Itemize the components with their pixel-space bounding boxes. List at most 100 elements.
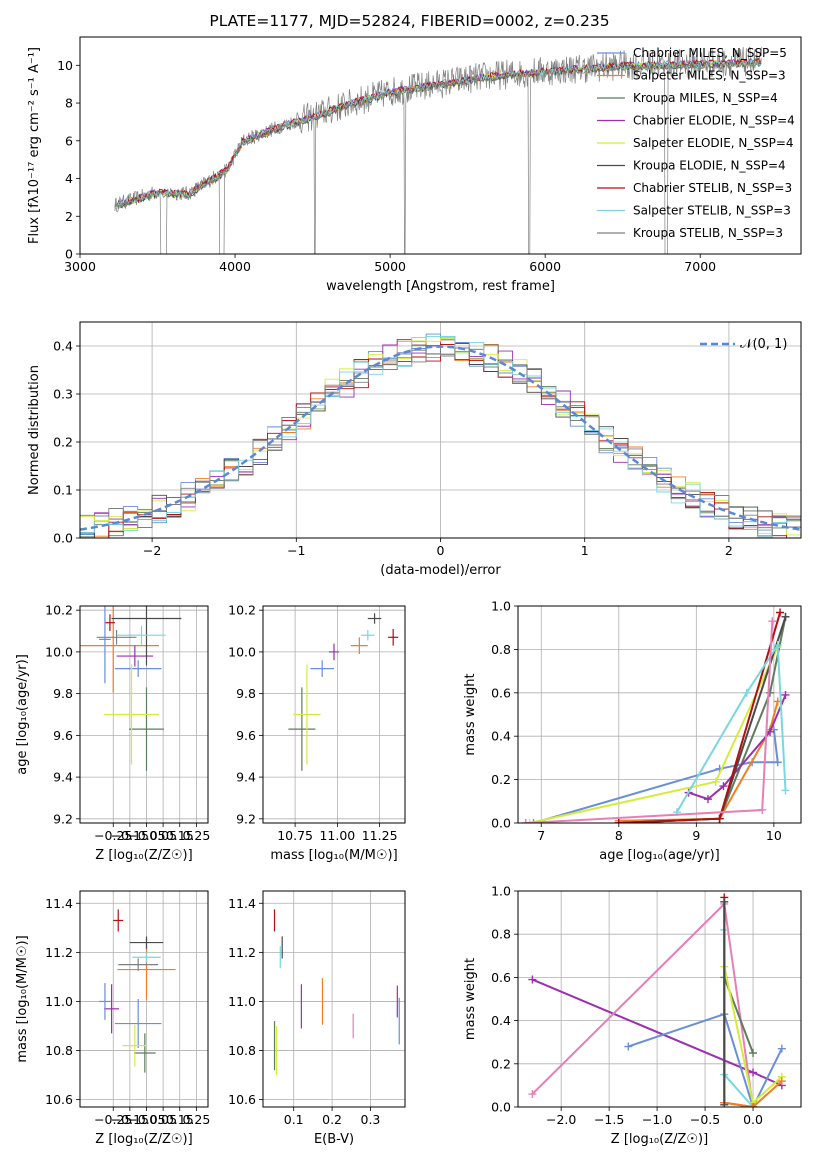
age-vs-Z-ytick-label: 10.2 — [45, 603, 73, 618]
weight-marker — [777, 1044, 786, 1053]
age-vs-Z-xtick-label: 0.15 — [166, 828, 194, 843]
weight-marker — [765, 688, 774, 697]
normal-curve — [80, 345, 801, 531]
spectrum-ytick-label: 8 — [65, 96, 73, 111]
histogram-step — [80, 335, 801, 538]
weight-line — [676, 641, 787, 813]
weight-marker — [521, 819, 530, 823]
age-vs-mass-xtick-label: 11.00 — [319, 828, 355, 843]
residuals-xtick-label: 0 — [437, 543, 445, 558]
mass-vs-EBV-points — [273, 909, 400, 1076]
weight-marker — [758, 805, 767, 814]
weight-line — [618, 701, 779, 822]
weight-marker — [614, 819, 623, 823]
weight-vs-Z-xlabel: Z [log₁₀(Z/Z☉)] — [611, 1132, 708, 1147]
weight-vs-Z-xtick-label: 0.0 — [743, 1112, 763, 1127]
weight-vs-Z-xtick-label: −1.0 — [642, 1112, 672, 1127]
residuals-xtick-label: −2 — [143, 543, 161, 558]
age-vs-Z-ytick-label: 9.6 — [53, 728, 73, 743]
spectrum-ytick-label: 6 — [65, 133, 73, 148]
weight-marker — [720, 1100, 729, 1107]
age-vs-mass-ytick-label: 9.6 — [236, 728, 256, 743]
weight-marker — [773, 758, 782, 767]
weight-line — [627, 1012, 783, 1107]
weight-vs-Z-ytick-label: 0.6 — [491, 970, 511, 985]
weight-marker — [529, 819, 538, 823]
spectrum-axes-frame — [79, 36, 802, 255]
weight-vs-age-axes-frame — [517, 605, 802, 824]
weight-marker — [703, 795, 712, 804]
age-vs-Z-ylabel: age [log₁₀(age/yr)] — [15, 654, 30, 775]
age-vs-Z-points — [80, 606, 182, 771]
weight-vs-age-ytick-label: 0.0 — [491, 816, 511, 831]
mass-vs-EBV-axes-frame — [262, 890, 406, 1108]
legend-entry: Salpeter STELIB, N_SSP=3 — [633, 204, 791, 218]
weight-vs-age-ytick-label: 0.6 — [491, 685, 511, 700]
weight-vs-age-xlabel: age [log₁₀(age/yr)] — [599, 848, 720, 863]
weight-marker — [715, 814, 724, 823]
weight-vs-age-xtick-label: 7 — [537, 828, 545, 843]
legend-entry: Kroupa STELIB, N_SSP=3 — [633, 226, 783, 240]
weight-line — [529, 646, 779, 823]
legend-entry: Chabrier MILES, N_SSP=5 — [633, 46, 787, 60]
weight-marker — [720, 897, 729, 906]
weight-vs-age-ytick-label: 0.8 — [491, 642, 511, 657]
age-vs-Z-axes-frame — [79, 605, 209, 824]
mass-vs-Z-ytick-label: 11.4 — [45, 896, 73, 911]
weight-vs-age-ytick-label: 1.0 — [491, 599, 511, 614]
residuals-ytick-label: 0.1 — [53, 483, 73, 498]
weight-vs-Z-ytick-label: 0.0 — [491, 1100, 511, 1115]
mass-vs-EBV-xtick-label: 0.3 — [361, 1112, 381, 1127]
legend-entry: Salpeter ELODIE, N_SSP=4 — [633, 136, 794, 150]
legend-entry: Kroupa MILES, N_SSP=4 — [633, 91, 778, 105]
age-vs-mass-ytick-label: 9.2 — [236, 811, 256, 826]
mass-vs-Z-xtick-label: −0.25 — [94, 1112, 132, 1127]
age-vs-mass-xlabel: mass [log₁₀(M/M☉)] — [270, 848, 397, 863]
age-vs-Z-ytick-label: 10.0 — [45, 644, 73, 659]
age-vs-mass-xtick-label: 11.25 — [362, 828, 398, 843]
weight-vs-Z-ytick-label: 0.4 — [491, 1013, 511, 1028]
weight-marker — [525, 819, 534, 823]
mass-vs-EBV-ytick-label: 11.0 — [228, 994, 256, 1009]
weight-marker — [711, 777, 720, 786]
age-vs-mass-xtick-label: 10.75 — [277, 828, 313, 843]
residuals-xtick-label: 2 — [725, 543, 733, 558]
figure-title: PLATE=1177, MJD=52824, FIBERID=0002, z=0… — [209, 12, 610, 30]
age-vs-Z-xtick-label: −0.05 — [127, 828, 165, 843]
weight-line — [618, 616, 787, 823]
age-vs-Z-xtick-label: 0.05 — [149, 828, 177, 843]
mass-vs-Z-points — [99, 909, 176, 1073]
weight-vs-age-series — [521, 608, 790, 823]
mass-vs-EBV-xtick-label: 0.1 — [284, 1112, 304, 1127]
residuals-xlabel: (data-model)/error — [380, 563, 501, 578]
mass-vs-EBV-xlabel: E(B-V) — [314, 1132, 354, 1147]
weight-vs-age-xtick-label: 8 — [615, 828, 623, 843]
age-vs-Z-ytick-label: 9.2 — [53, 811, 73, 826]
weight-vs-Z-xtick-label: −2.0 — [546, 1112, 576, 1127]
spectrum-xtick-label: 4000 — [219, 259, 251, 274]
legend-entry: Chabrier ELODIE, N_SSP=4 — [633, 114, 795, 128]
histogram-step — [80, 337, 801, 536]
age-vs-Z-xtick-label: −0.15 — [111, 828, 149, 843]
spectrum-ytick-label: 4 — [65, 171, 73, 186]
weight-marker — [776, 608, 785, 617]
weight-line — [724, 1080, 783, 1107]
age-vs-mass-ytick-label: 10.0 — [228, 644, 256, 659]
weight-marker — [528, 1090, 537, 1099]
mass-vs-Z-xtick-label: −0.15 — [111, 1112, 149, 1127]
mass-vs-EBV-xtick-label: 0.2 — [322, 1112, 342, 1127]
weight-vs-Z-ylabel: mass weight — [463, 958, 478, 1040]
weight-marker — [773, 641, 782, 650]
residuals-ytick-label: 0.4 — [53, 339, 73, 354]
weight-vs-age-ytick-label: 0.4 — [491, 729, 511, 744]
age-vs-mass-ytick-label: 10.2 — [228, 603, 256, 618]
weight-vs-age-xtick-label: 10 — [766, 828, 782, 843]
residuals-xtick-label: −1 — [287, 543, 305, 558]
weight-vs-Z-series — [528, 893, 786, 1107]
legend-entry: Kroupa ELODIE, N_SSP=4 — [633, 159, 786, 173]
spectrum-xtick-label: 3000 — [64, 259, 96, 274]
spectrum-xlabel: wavelength [Angstrom, rest frame] — [326, 279, 555, 294]
legend-entry: Salpeter MILES, N_SSP=3 — [633, 69, 786, 83]
legend-entry: 𝒩(0, 1) — [740, 337, 787, 352]
weight-marker — [528, 975, 537, 984]
